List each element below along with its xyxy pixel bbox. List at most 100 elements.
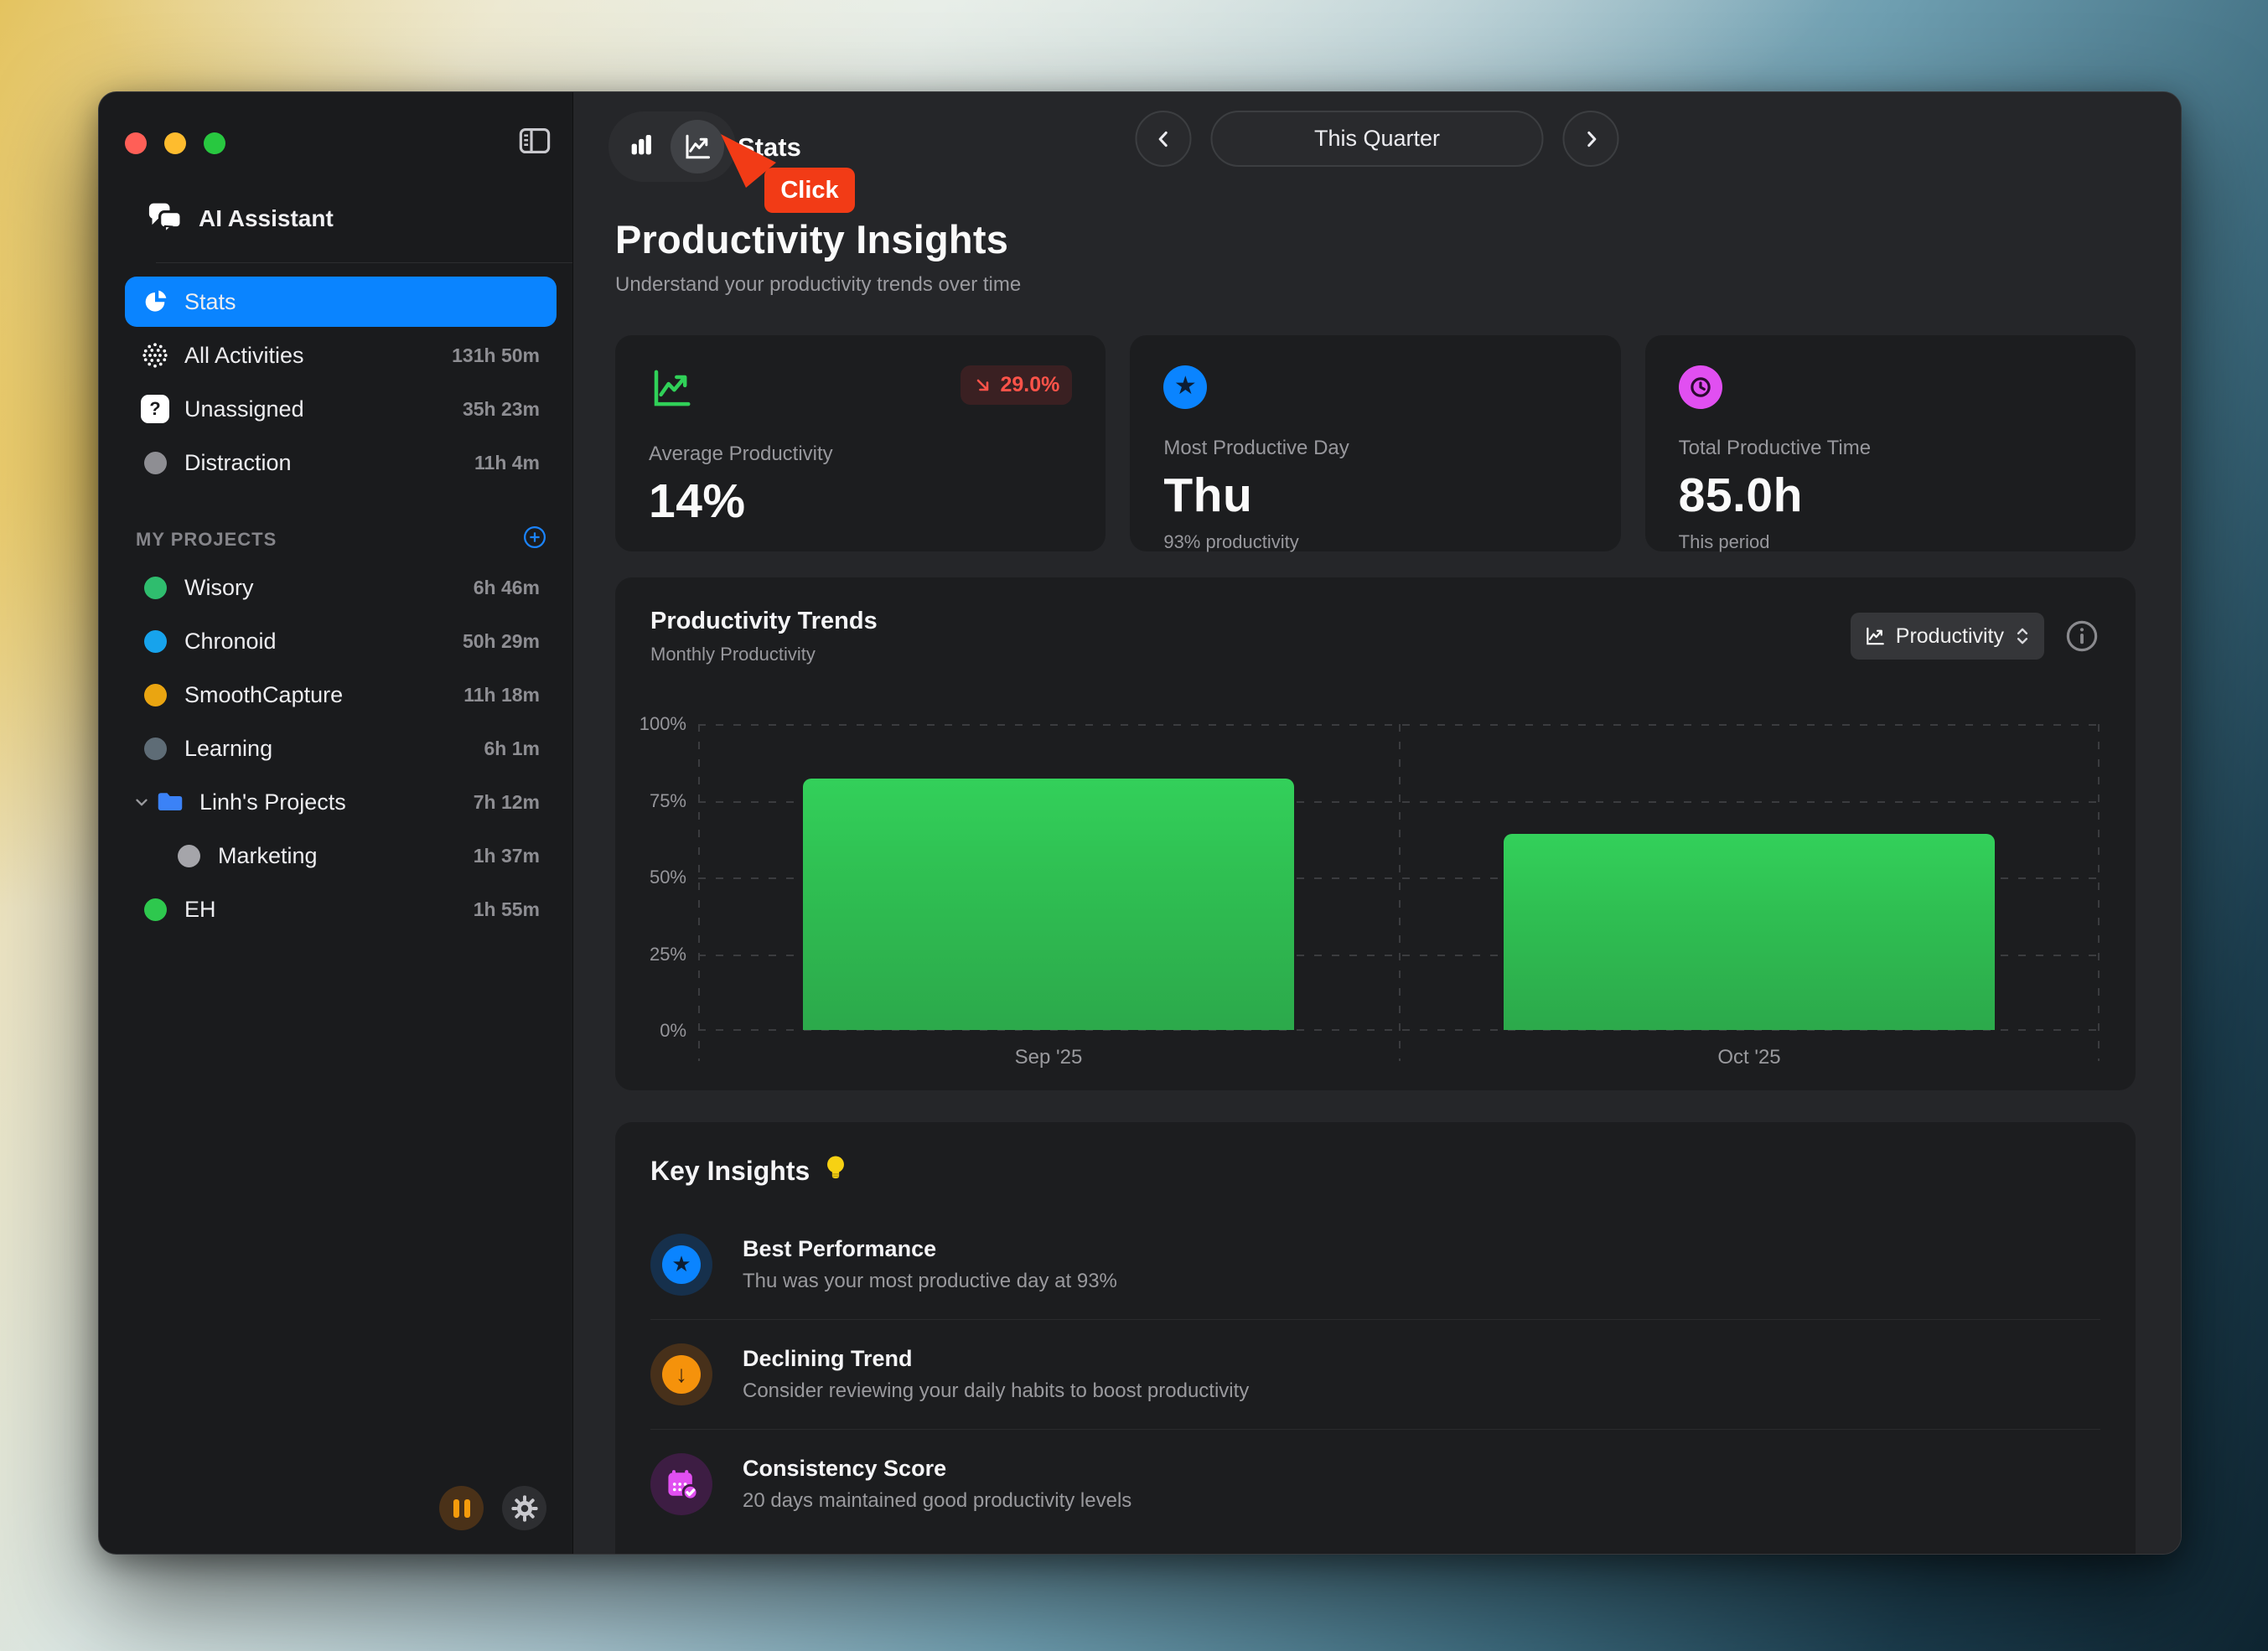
period-label: This Quarter [1313,126,1441,151]
project-item-smoothcapture[interactable]: SmoothCapture 11h 18m [125,670,557,720]
insight-divider [650,1319,2100,1320]
folder-icon [152,787,189,817]
chevron-left-icon [1158,131,1168,147]
y-axis-tick: 100% [639,713,686,734]
chart-info-button[interactable] [2064,618,2100,654]
sidebar-toggle-icon[interactable] [519,127,551,158]
pause-icon [453,1498,470,1518]
project-dot-icon [137,683,173,706]
sidebar-item-all-activities[interactable]: All Activities 131h 50m [125,330,557,380]
decline-badge: 29.0% [961,365,1073,405]
main-titlebar: Stats Click This Quarter [573,92,2181,213]
bar-chart-plot: 100% 75% 50% 25% 0% Sep '25 Oct '25 [639,713,2100,1069]
y-axis-tick: 75% [649,789,686,811]
projects-section-header: MY PROJECTS [136,525,547,554]
zoom-window-button[interactable] [204,132,225,154]
page-toolbar-title: Stats [738,132,801,162]
star-icon: ★ [650,1234,712,1296]
project-item-chronoid[interactable]: Chronoid 50h 29m [125,616,557,666]
stat-value: Thu [1163,468,1253,522]
sidebar-divider [156,262,572,263]
key-insights-card: Key Insights ★ [615,1122,2136,1554]
stat-value: 85.0h [1678,468,1803,522]
project-label: Marketing [218,842,318,868]
insight-description: Consider reviewing your daily habits to … [743,1379,1250,1402]
insight-description: Thu was your most productive day at 93% [743,1270,1117,1292]
x-axis-label: Oct '25 [1717,1046,1781,1069]
period-selector-button[interactable]: This Quarter [1210,111,1544,167]
insight-item-declining-trend: ↓ Declining Trend Consider reviewing you… [650,1320,2100,1429]
close-window-button[interactable] [125,132,147,154]
bar-chart-view-button[interactable] [627,131,655,163]
question-mark-icon: ? [137,395,173,423]
gray-dot-icon [137,451,173,474]
ai-assistant-label: AI Assistant [199,205,334,231]
metric-selector-dropdown[interactable]: Productivity [1850,613,2044,660]
dot-grid-icon [137,340,173,370]
clock-icon [1678,365,1722,409]
sidebar-item-label: Stats [184,288,236,314]
y-axis-tick: 50% [649,867,686,888]
window-controls [99,92,572,158]
project-time: 50h 29m [462,629,540,652]
chevron-right-icon [1587,131,1596,147]
add-project-button[interactable] [522,525,547,554]
view-mode-segmented-control [608,111,736,182]
productivity-trends-card: Productivity Trends Monthly Productivity… [615,577,2136,1090]
insight-item-consistency-score: Consistency Score 20 days maintained goo… [650,1430,2100,1539]
project-time: 11h 18m [463,683,540,706]
metric-selector-value: Productivity [1895,624,2004,648]
page-title: Productivity Insights [615,217,1009,261]
project-dot-icon [137,576,173,599]
decline-badge-value: 29.0% [1000,373,1060,396]
sidebar-item-ai-assistant[interactable]: AI Assistant [99,195,572,242]
arrow-down-icon: ↓ [650,1343,712,1405]
project-item-linhs-projects[interactable]: Linh's Projects 7h 12m [125,777,557,827]
y-axis-tick: 25% [649,943,686,965]
chevron-up-down-icon [2017,628,2028,644]
sidebar-item-label: Unassigned [184,396,304,422]
project-item-wisory[interactable]: Wisory 6h 46m [125,562,557,613]
sidebar-nav: Stats All Activities 131h 50m [99,277,572,491]
sidebar-item-distraction[interactable]: Distraction 11h 4m [125,437,557,488]
project-time: 6h 1m [484,737,540,759]
stat-cards-row: 29.0% Average Productivity 14% ★ Most Pr… [615,335,2136,552]
project-item-eh[interactable]: EH 1h 55m [125,884,557,934]
sidebar-item-time: 35h 23m [462,397,540,420]
project-dot-icon [170,844,207,867]
bar-chart-icon [631,134,651,154]
pie-chart-icon [137,287,173,316]
projects-list: Wisory 6h 46m Chronoid 50h 29m SmoothCap… [99,562,572,938]
stat-label: Most Productive Day [1163,437,1349,459]
settings-button[interactable] [502,1486,546,1530]
sidebar-item-unassigned[interactable]: ? Unassigned 35h 23m [125,384,557,434]
next-period-button[interactable] [1562,111,1619,167]
bar-oct-25[interactable] [1504,833,1995,1030]
bar-slot-sep: Sep '25 [698,724,1399,1069]
pause-tracking-button[interactable] [439,1486,484,1530]
project-label: Linh's Projects [199,789,346,815]
previous-period-button[interactable] [1135,111,1192,167]
project-label: Wisory [184,574,254,600]
chevron-down-icon[interactable] [132,793,152,811]
sidebar-item-stats[interactable]: Stats [125,277,557,327]
trend-chart-view-button[interactable] [671,120,724,173]
project-item-marketing[interactable]: Marketing 1h 37m [125,831,557,881]
insight-divider [650,1429,2100,1430]
main-panel: Stats Click This Quarter Produ [573,92,2181,1554]
stat-label: Total Productive Time [1678,437,1872,459]
project-item-learning[interactable]: Learning 6h 1m [125,723,557,774]
chart-title: Productivity Trends [650,608,878,634]
stat-card-most-productive-day: ★ Most Productive Day Thu 93% productivi… [1130,335,1621,552]
minimize-window-button[interactable] [164,132,186,154]
sidebar-item-time: 131h 50m [452,344,540,366]
stat-subtext: 93% productivity [1163,531,1299,552]
insights-title: Key Insights [650,1156,810,1186]
project-label: SmoothCapture [184,681,344,707]
project-dot-icon [137,629,173,653]
stat-card-average-productivity: 29.0% Average Productivity 14% [615,335,1106,551]
page-subtitle: Understand your productivity trends over… [615,273,1022,296]
project-time: 6h 46m [473,576,540,598]
sidebar-item-label: All Activities [184,342,304,368]
bar-sep-25[interactable] [803,778,1294,1030]
